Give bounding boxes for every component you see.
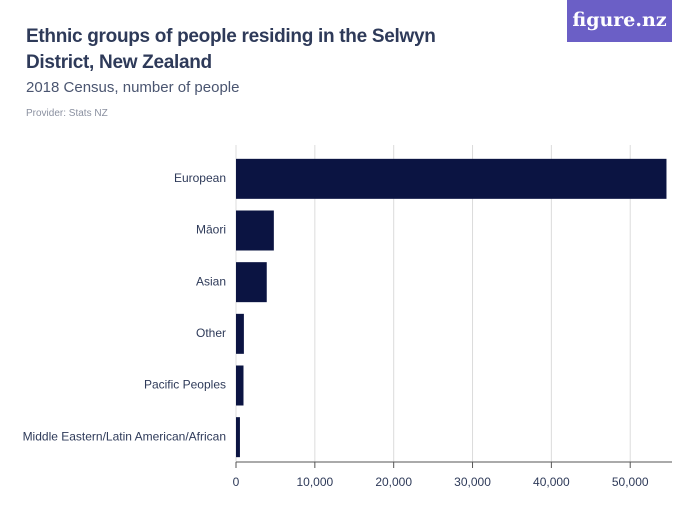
bar xyxy=(236,158,667,199)
chart-title: Ethnic groups of people residing in the … xyxy=(26,26,436,73)
bar xyxy=(236,210,274,251)
y-tick-label: Pacific Peoples xyxy=(144,378,226,392)
x-tick-label: 20,000 xyxy=(375,475,412,489)
bar xyxy=(236,262,267,303)
y-tick-label: Middle Eastern/Latin American/African xyxy=(23,429,226,443)
y-tick-label: Other xyxy=(196,326,226,340)
x-tick-label: 40,000 xyxy=(533,475,570,489)
x-tick-label: 0 xyxy=(233,475,240,489)
chart-subtitle: 2018 Census, number of people xyxy=(26,79,240,96)
bar xyxy=(236,365,244,406)
bar xyxy=(236,313,244,354)
x-tick-label: 50,000 xyxy=(612,475,649,489)
y-tick-label: Asian xyxy=(196,274,226,288)
y-tick-label: Māori xyxy=(196,223,226,237)
logo[interactable]: figure.nz xyxy=(567,0,672,42)
bar xyxy=(236,417,240,458)
provider: Provider: Stats NZ xyxy=(26,108,108,119)
x-tick-label: 30,000 xyxy=(454,475,491,489)
y-tick-label: European xyxy=(174,171,226,185)
x-tick-label: 10,000 xyxy=(296,475,333,489)
